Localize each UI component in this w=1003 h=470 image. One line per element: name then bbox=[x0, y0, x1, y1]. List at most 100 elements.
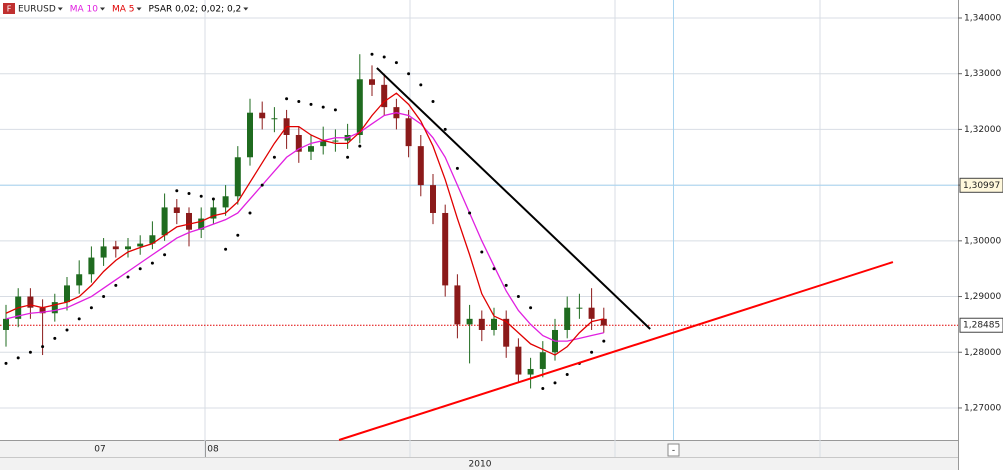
psar-dot bbox=[529, 306, 533, 310]
psar-dot bbox=[163, 253, 167, 257]
psar-dot bbox=[394, 61, 398, 65]
symbol-icon bbox=[3, 3, 15, 14]
candle-body bbox=[271, 118, 278, 120]
candle-body bbox=[234, 157, 241, 197]
candle-body bbox=[369, 79, 375, 85]
legend-entry[interactable]: MA 10 bbox=[70, 5, 99, 15]
candle-body bbox=[186, 212, 192, 230]
psar-dot bbox=[16, 356, 20, 360]
psar-dot bbox=[224, 247, 228, 251]
psar-dot bbox=[199, 194, 203, 198]
psar-dot bbox=[65, 328, 69, 332]
candle-body bbox=[430, 185, 436, 213]
y-tick-label: 1,33000 bbox=[964, 69, 1001, 79]
psar-dot bbox=[419, 83, 423, 87]
ma-line bbox=[5, 112, 604, 342]
candle-body bbox=[149, 235, 156, 244]
candle-body bbox=[112, 246, 119, 250]
candle-body bbox=[539, 352, 546, 369]
y-tick-label: 1,30000 bbox=[964, 236, 1001, 246]
psar-dot bbox=[443, 127, 447, 131]
cursor-box bbox=[667, 443, 680, 457]
candle-body bbox=[247, 112, 253, 158]
candle-body bbox=[466, 318, 473, 325]
psar-dot bbox=[150, 261, 154, 265]
psar-dot bbox=[248, 211, 252, 215]
time-axis bbox=[0, 440, 958, 470]
y-tick-label: 1,29000 bbox=[964, 292, 1001, 302]
candle-body bbox=[405, 118, 412, 147]
candle-body bbox=[576, 307, 583, 309]
psar-dot bbox=[187, 191, 191, 195]
candle-body bbox=[295, 134, 302, 152]
candle-body bbox=[442, 212, 449, 286]
psar-dot bbox=[297, 100, 301, 104]
candle-body bbox=[161, 207, 168, 236]
candle-body bbox=[51, 302, 58, 314]
candle-body bbox=[600, 318, 607, 326]
price-label: 1,30997 bbox=[963, 181, 1000, 191]
price-label-box bbox=[959, 317, 1003, 333]
legend-entry[interactable]: MA 5 bbox=[112, 5, 135, 15]
psar-dot bbox=[260, 183, 264, 187]
dropdown-arrow bbox=[243, 7, 249, 11]
candle-body bbox=[320, 140, 327, 147]
y-tick-label: 1,32000 bbox=[964, 125, 1001, 135]
psar-dot bbox=[285, 97, 289, 101]
psar-dot bbox=[211, 197, 215, 201]
psar-dot bbox=[28, 350, 32, 354]
period-label: 2010 bbox=[469, 460, 492, 470]
psar-dot bbox=[382, 55, 386, 59]
psar-dot bbox=[541, 386, 545, 390]
psar-dot bbox=[175, 189, 179, 193]
psar-dot bbox=[516, 295, 520, 299]
psar-dot bbox=[77, 317, 81, 321]
psar-dot bbox=[480, 250, 484, 254]
psar-dot bbox=[565, 373, 569, 377]
psar-dot bbox=[346, 155, 350, 159]
psar-dot bbox=[114, 283, 118, 287]
price-label: 1,28485 bbox=[963, 321, 1000, 331]
cursor-label: - bbox=[672, 446, 675, 456]
grid bbox=[0, 0, 958, 457]
psar-dot bbox=[504, 283, 508, 287]
candle-body bbox=[3, 318, 9, 330]
psar-dot bbox=[309, 102, 313, 106]
symbol[interactable]: EURUSD bbox=[18, 5, 56, 15]
candle-body bbox=[27, 296, 34, 308]
candle-body bbox=[198, 218, 205, 230]
psar-dot bbox=[4, 361, 8, 365]
y-tick-label: 1,28000 bbox=[964, 348, 1001, 358]
candle-body bbox=[454, 285, 461, 325]
candle-body bbox=[125, 246, 131, 250]
time-label: 08 bbox=[207, 445, 219, 455]
dropdown-arrow bbox=[100, 7, 106, 11]
candle-body bbox=[137, 243, 144, 247]
candle-body bbox=[88, 257, 95, 275]
psar-dot bbox=[89, 306, 93, 310]
psar-dot bbox=[53, 336, 57, 340]
psar-dot bbox=[41, 345, 45, 349]
dropdown-arrow bbox=[136, 7, 142, 11]
candle-body bbox=[503, 318, 510, 347]
psar-dot bbox=[553, 381, 557, 385]
candle-body bbox=[356, 79, 363, 135]
candle-body bbox=[515, 346, 522, 375]
symbol-icon-letter: F bbox=[7, 5, 12, 14]
psar-dot bbox=[126, 275, 130, 279]
candle-body bbox=[39, 307, 46, 314]
psar-dot bbox=[236, 233, 240, 237]
legend-entry[interactable]: PSAR 0,02; 0,02; 0,2 bbox=[149, 5, 242, 15]
candle-body bbox=[527, 368, 534, 375]
candle-body bbox=[588, 307, 595, 319]
candle-body bbox=[491, 318, 497, 330]
plot bbox=[3, 52, 894, 441]
psar-dot bbox=[138, 267, 142, 271]
psar-dot bbox=[102, 295, 106, 299]
y-tick-label: 1,34000 bbox=[964, 13, 1001, 23]
psar-dot bbox=[455, 166, 459, 170]
candle-body bbox=[332, 140, 339, 142]
psar-dot bbox=[492, 267, 496, 271]
candle-body bbox=[381, 84, 388, 108]
